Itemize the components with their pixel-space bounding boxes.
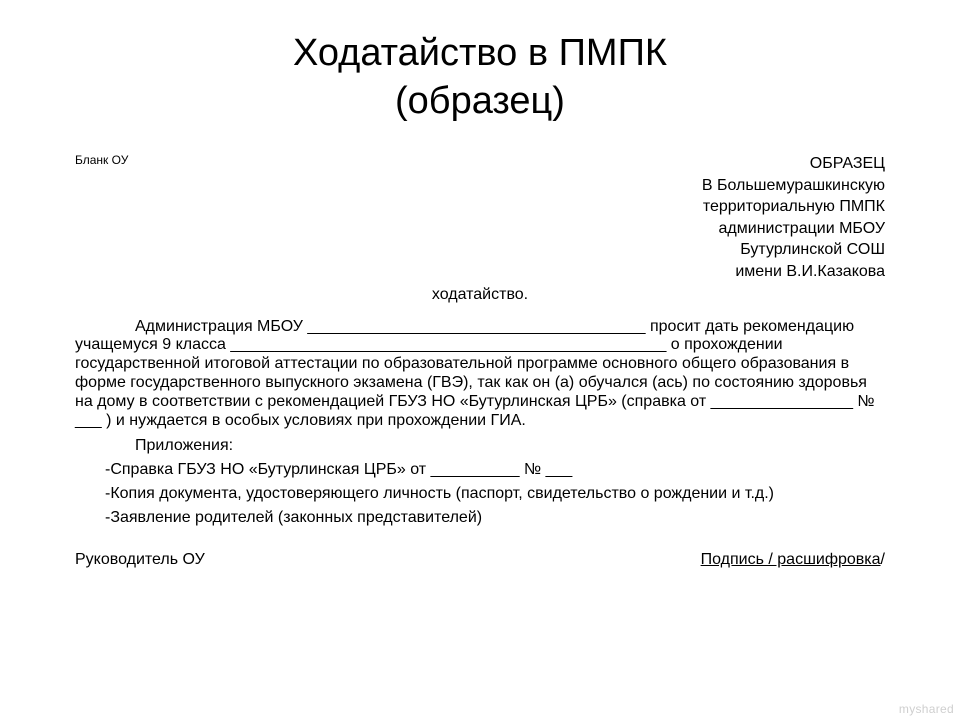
signature-underlined: Подпись / расшифровка xyxy=(701,551,881,568)
page-title: Ходатайство в ПМПК (образец) xyxy=(75,30,885,125)
attachment-item: -Справка ГБУЗ НО «Бутурлинская ЦРБ» от _… xyxy=(75,461,885,479)
header-row: Бланк ОУ ОБРАЗЕЦ В Большемурашкинскую те… xyxy=(75,153,885,283)
slide-content: Ходатайство в ПМПК (образец) Бланк ОУ ОБ… xyxy=(0,0,960,599)
addressee-line: территориальную ПМПК xyxy=(702,196,885,218)
signature-slash: / xyxy=(881,551,885,568)
addressee-line: ОБРАЗЕЦ xyxy=(702,153,885,175)
signature-right: Подпись / расшифровка/ xyxy=(701,551,885,569)
addressee-line: В Большемурашкинскую xyxy=(702,175,885,197)
watermark: myshared xyxy=(899,702,954,716)
signature-left: Руководитель ОУ xyxy=(75,551,205,569)
attachment-item: -Копия документа, удостоверяющего личнос… xyxy=(75,485,885,503)
addressee-line: имени В.И.Казакова xyxy=(702,261,885,283)
addressee-line: Бутурлинской СОШ xyxy=(702,239,885,261)
signature-row: Руководитель ОУ Подпись / расшифровка/ xyxy=(75,551,885,569)
addressee-block: ОБРАЗЕЦ В Большемурашкинскую территориал… xyxy=(702,153,885,283)
title-line-2: (образец) xyxy=(395,80,565,122)
blank-label: Бланк ОУ xyxy=(75,153,128,167)
center-word: ходатайство. xyxy=(75,286,885,304)
addressee-line: администрации МБОУ xyxy=(702,218,885,240)
body-paragraph: Администрация МБОУ _____________________… xyxy=(75,318,885,431)
attachment-item: -Заявление родителей (законных представи… xyxy=(75,509,885,527)
attachments-title: Приложения: xyxy=(75,437,885,455)
title-line-1: Ходатайство в ПМПК xyxy=(293,32,667,74)
